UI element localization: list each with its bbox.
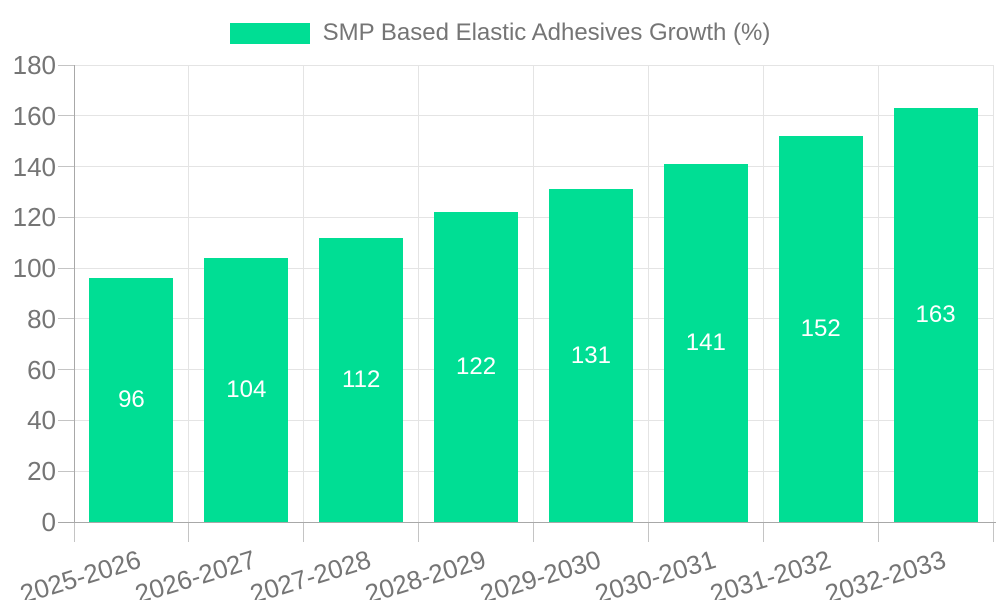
y-axis-tick: [58, 216, 74, 218]
gridline-vertical: [762, 65, 764, 522]
gridline-vertical: [992, 65, 994, 522]
y-axis-tick: [58, 470, 74, 472]
bar[interactable]: 104: [204, 257, 289, 522]
y-axis-tick: [58, 166, 74, 168]
x-axis-tick: [647, 522, 649, 542]
x-axis-tick: [762, 522, 764, 542]
y-tick-label: 140: [12, 151, 56, 182]
bar-value-label: 112: [342, 365, 381, 393]
x-axis-line: [58, 522, 996, 523]
x-axis-tick: [992, 522, 994, 542]
y-axis-tick: [58, 115, 74, 117]
legend-item[interactable]: SMP Based Elastic Adhesives Growth (%): [229, 19, 771, 46]
y-axis-line: [74, 65, 75, 522]
y-tick-label: 80: [27, 303, 56, 334]
bar[interactable]: 131: [548, 189, 633, 522]
y-axis-tick: [58, 267, 74, 269]
bar-value-label: 141: [685, 329, 726, 356]
bar[interactable]: 112: [319, 237, 404, 522]
legend-series-label: SMP Based Elastic Adhesives Growth (%): [322, 19, 771, 46]
bar[interactable]: 152: [778, 136, 863, 522]
gridline-vertical: [188, 65, 190, 522]
y-tick-label: 0: [41, 507, 56, 537]
bar[interactable]: 141: [663, 164, 748, 522]
gridline-vertical: [533, 65, 534, 522]
x-axis-tick: [188, 522, 190, 542]
bar-value-label: 122: [456, 353, 497, 381]
gridline-vertical: [418, 65, 420, 522]
x-axis-tick: [303, 522, 305, 542]
y-tick-label: 60: [27, 354, 56, 385]
bar-value-label: 131: [570, 341, 611, 369]
y-tick-label: 180: [12, 50, 56, 80]
y-axis-tick: [58, 64, 74, 66]
x-axis-tick: [418, 522, 420, 542]
x-axis-tick: [73, 522, 75, 542]
bar-value-label: 96: [118, 386, 145, 414]
y-axis-tick: [58, 419, 74, 421]
y-tick-label: 120: [12, 202, 56, 233]
legend: SMP Based Elastic Adhesives Growth (%): [0, 21, 1000, 45]
gridline-vertical: [877, 65, 879, 522]
gridline-vertical: [647, 65, 649, 522]
bar[interactable]: 122: [434, 212, 519, 522]
x-axis-tick: [533, 522, 534, 542]
y-tick-label: 40: [27, 405, 56, 436]
bar-value-label: 152: [800, 315, 841, 343]
legend-marker-swatch: [229, 22, 310, 44]
y-axis-tick: [58, 318, 74, 320]
y-axis-tick: [58, 369, 74, 371]
bar-value-label: 104: [226, 375, 267, 403]
x-axis-tick: [877, 522, 879, 542]
bar[interactable]: 163: [893, 108, 978, 522]
y-tick-label: 160: [12, 100, 56, 131]
bar-value-label: 163: [915, 301, 956, 329]
y-tick-label: 100: [12, 253, 56, 284]
gridline-vertical: [303, 65, 305, 522]
y-tick-label: 20: [27, 456, 56, 487]
bar[interactable]: 96: [89, 278, 174, 522]
